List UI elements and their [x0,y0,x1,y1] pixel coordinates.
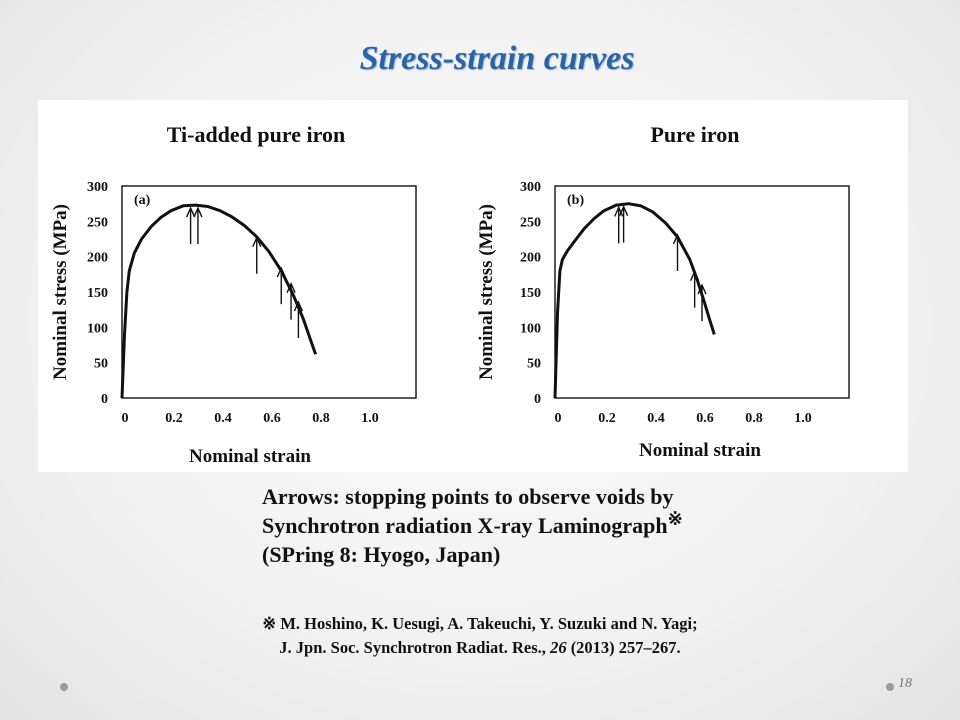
chart-pure-iron: Pure iron 0 50 100 150 200 250 300 0 0.2 0.4 0.6 0.8… [476,122,850,461]
caption-line-3: (SPring 8: Hyogo, Japan) [262,542,501,567]
stopping-point-arrow [252,236,262,274]
plot-frame [121,185,417,399]
y-tick-label: 250 [520,215,541,230]
stopping-point-arrow [185,206,196,245]
y-tick-label: 300 [87,180,108,195]
y-tick-label: 200 [520,251,541,266]
chart-title: Pure iron [650,122,739,147]
x-tick-label: 0.8 [312,411,330,426]
y-tick-label: 200 [87,251,108,266]
stopping-point-arrow [293,300,304,339]
panel-label: (a) [134,193,151,208]
reference-details: (2013) 257–267. [570,638,681,657]
chart-title: Ti-added pure iron [167,122,346,147]
x-axis-label: Nominal strain [189,446,311,467]
stress-strain-charts: Ti-added pure iron 0 50 100 150 200 250 300 0 0.2… [50,122,850,467]
x-tick-label: 1.0 [794,411,812,426]
panel-label: (b) [567,193,584,208]
reference-journal-line: J. Jpn. Soc. Synchrotron Radiat. Res., 2… [120,636,840,660]
y-tick-label: 100 [520,321,541,336]
y-tick-label: 50 [527,357,541,372]
stopping-point-arrow [286,281,296,320]
reference-authors-line: ※ M. Hoshino, K. Uesugi, A. Takeuchi, Y.… [120,612,840,636]
y-tick-label: 0 [101,392,108,407]
stopping-point-arrow [672,233,683,271]
page-number: 18 [898,676,912,691]
x-tick-label: 0.2 [598,411,616,426]
stopping-point-arrow [697,283,707,322]
y-tick-label: 300 [520,180,541,195]
y-tick-label: 100 [87,321,108,336]
y-tick-label: 150 [520,286,541,301]
x-tick-label: 0 [555,411,562,426]
x-tick-label: 0.2 [165,411,183,426]
caption: Arrows: stopping points to observe voids… [262,482,862,569]
right-bullet-dot [886,683,894,691]
y-tick-label: 0 [534,392,541,407]
stopping-point-arrow [618,204,629,243]
x-tick-label: 1.0 [361,411,379,426]
x-tick-label: 0.6 [263,411,281,426]
stopping-point-arrow [276,266,286,305]
stress-strain-curve [120,203,318,399]
y-tick-label: 150 [87,286,108,301]
left-bullet-dot [60,683,68,691]
reference-mark: ※ [667,508,683,529]
x-tick-label: 0.6 [696,411,714,426]
plot-frame [554,185,850,399]
reference-mark-lead: ※ [262,614,277,633]
x-tick-label: 0.8 [745,411,763,426]
caption-line-2: Synchrotron radiation X-ray Laminograph※ [262,508,862,540]
caption-line-2-text: Synchrotron radiation X-ray Laminograph [262,513,668,538]
y-tick-label: 250 [87,215,108,230]
stopping-point-arrow [690,269,700,308]
stopping-point-arrow [193,206,203,245]
reference-journal: J. Jpn. Soc. Synchrotron Radiat. Res., [279,638,546,657]
reference: ※ M. Hoshino, K. Uesugi, A. Takeuchi, Y.… [120,612,840,660]
y-axis-label: Nominal stress (MPa) [476,204,497,380]
chart-ti-added-pure-iron: Ti-added pure iron 0 50 100 150 200 250 300 0 0.2… [50,122,417,467]
figure-panel: Ti-added pure iron 0 50 100 150 200 250 300 0 0.2… [38,100,908,472]
x-axis-label: Nominal strain [639,440,761,461]
y-axis-label: Nominal stress (MPa) [50,204,71,380]
caption-line-1: Arrows: stopping points to observe voids… [262,484,674,509]
x-tick-label: 0.4 [214,411,232,426]
slide-title: Stress-strain curves [359,40,635,77]
reference-volume: 26 [550,638,567,657]
reference-authors: M. Hoshino, K. Uesugi, A. Takeuchi, Y. S… [280,614,698,633]
y-tick-label: 50 [94,357,108,372]
x-tick-label: 0 [122,411,129,426]
x-tick-label: 0.4 [647,411,665,426]
stress-strain-curve [553,202,716,399]
